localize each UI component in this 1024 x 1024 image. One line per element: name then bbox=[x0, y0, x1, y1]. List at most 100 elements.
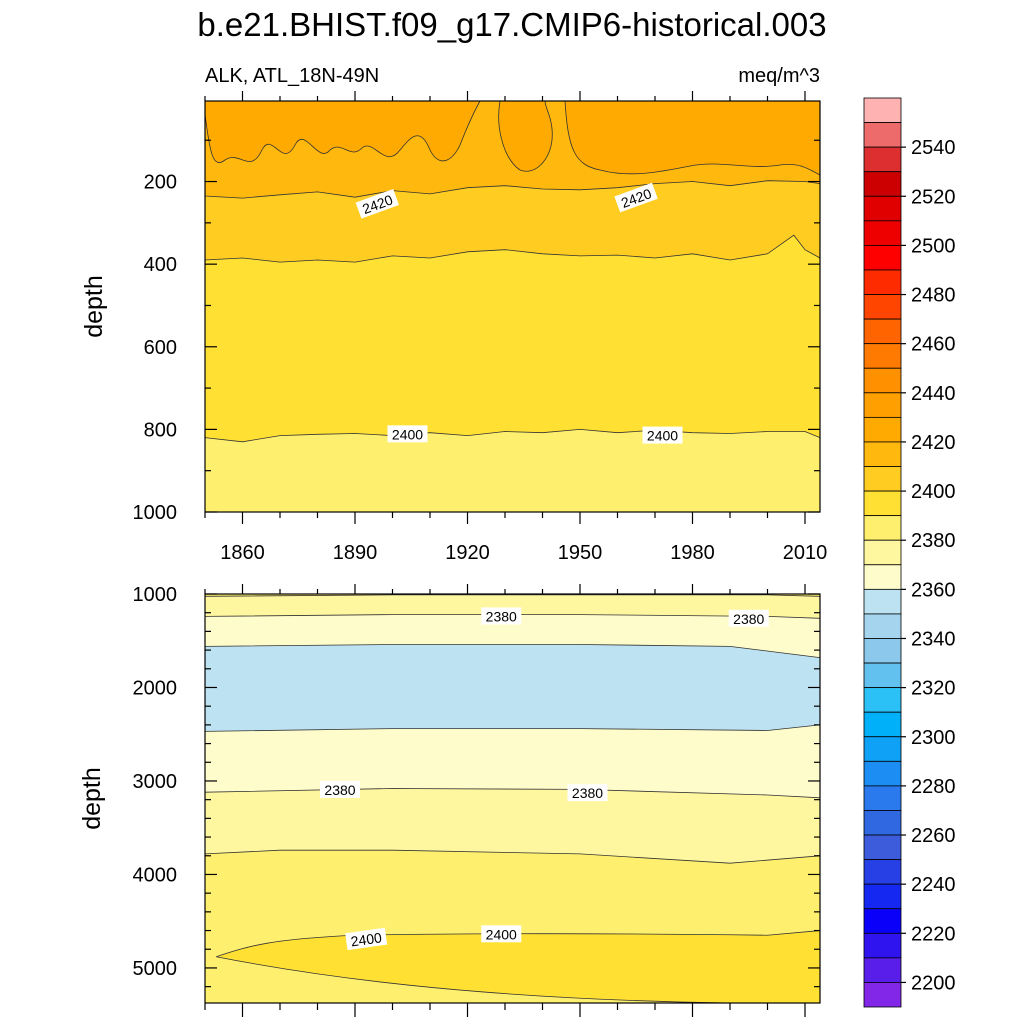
x-tick-label: 1890 bbox=[333, 542, 378, 564]
contour-label: 2380 bbox=[728, 609, 769, 627]
colorbar-swatch bbox=[863, 416, 902, 443]
band-2430-patch-right bbox=[565, 101, 820, 175]
contour-label-text: 2400 bbox=[486, 926, 517, 942]
colorbar-swatch bbox=[863, 171, 902, 197]
contour-2400 bbox=[216, 956, 731, 1004]
colorbar-swatch bbox=[863, 195, 902, 222]
colorbar-swatch bbox=[863, 736, 902, 762]
colorbar-swatch bbox=[863, 122, 902, 148]
contour-label: 2400 bbox=[345, 927, 388, 951]
band-2360-2370 bbox=[205, 644, 820, 732]
contour-label-bg bbox=[320, 780, 360, 798]
colorbar-label: 2360 bbox=[911, 579, 956, 601]
colorbar-swatch bbox=[863, 318, 902, 345]
y-tick-label: 3000 bbox=[133, 771, 178, 793]
contour-label-bg bbox=[614, 182, 658, 213]
contour-label: 2400 bbox=[387, 425, 428, 443]
colorbar-swatch bbox=[863, 220, 902, 246]
colorbar-label: 2380 bbox=[911, 530, 956, 552]
colorbar-label: 2300 bbox=[911, 727, 956, 749]
band-2400-2410 bbox=[216, 930, 820, 1003]
contour-label-bg bbox=[642, 426, 683, 444]
y-tick-label: 2000 bbox=[133, 677, 178, 699]
contour-label-text: 2400 bbox=[350, 929, 383, 949]
band-2430-patch-mid bbox=[498, 101, 553, 172]
colorbar-label: 2440 bbox=[911, 383, 956, 405]
x-tick-label: 1950 bbox=[558, 542, 603, 564]
colorbar-swatch bbox=[863, 515, 902, 541]
contour-label-bg bbox=[481, 607, 522, 625]
colorbar-swatch bbox=[863, 760, 902, 787]
band-2430-patch-left bbox=[205, 101, 480, 163]
contour-label: 2380 bbox=[567, 784, 608, 802]
contour-2370 bbox=[204, 724, 821, 732]
colorbar-swatch bbox=[863, 539, 902, 566]
colorbar-swatch bbox=[863, 146, 902, 173]
contour-label-bg bbox=[355, 188, 400, 219]
contour-label-bg bbox=[567, 784, 608, 802]
colorbar-swatch bbox=[863, 564, 902, 590]
colorbar-swatch bbox=[863, 834, 902, 860]
y-tick-label: 4000 bbox=[133, 864, 178, 886]
colorbar-label: 2200 bbox=[911, 972, 956, 994]
colorbar-swatch bbox=[863, 490, 902, 517]
contour-2390 bbox=[204, 594, 821, 597]
contour-line bbox=[498, 100, 553, 172]
y-tick-label: 800 bbox=[144, 419, 177, 441]
y-tick-label: 5000 bbox=[133, 958, 178, 980]
x-tick-label: 1980 bbox=[670, 542, 715, 564]
band-2380-2390-upper bbox=[205, 594, 820, 619]
colorbar-swatch bbox=[863, 97, 902, 123]
figure-title: b.e21.BHIST.f09_g17.CMIP6-historical.003 bbox=[197, 6, 826, 43]
contour-label-text: 2380 bbox=[572, 785, 603, 801]
colorbar-swatch bbox=[863, 441, 902, 467]
colorbar-label: 2400 bbox=[911, 481, 956, 503]
colorbar-swatch bbox=[863, 687, 902, 713]
contour-2370 bbox=[204, 644, 821, 658]
contour-label-text: 2380 bbox=[324, 782, 355, 798]
contour-2390 bbox=[204, 849, 821, 864]
colorbar-swatch bbox=[863, 466, 902, 492]
colorbar-label: 2420 bbox=[911, 432, 956, 454]
colorbar-label: 2460 bbox=[911, 334, 956, 356]
colorbar-label: 2280 bbox=[911, 776, 956, 798]
colorbar-swatch bbox=[863, 343, 902, 369]
contour-line bbox=[204, 100, 481, 163]
colorbar-swatch bbox=[863, 245, 902, 271]
colorbar-swatch bbox=[863, 367, 902, 394]
colorbar-swatch bbox=[863, 392, 902, 418]
contour-label: 2400 bbox=[642, 426, 683, 444]
y-tick-label: 1000 bbox=[133, 584, 178, 606]
contour-2400 bbox=[204, 428, 821, 443]
y-axis-label: depth bbox=[78, 767, 106, 830]
contour-label-text: 2380 bbox=[733, 611, 764, 627]
contour-2380 bbox=[204, 614, 821, 619]
contour-label-bg bbox=[728, 609, 769, 627]
contour-line bbox=[564, 100, 821, 176]
colorbar-swatch bbox=[863, 662, 902, 689]
x-tick-label: 2010 bbox=[783, 542, 828, 564]
x-tick-label: 1920 bbox=[445, 542, 490, 564]
contour-2420 bbox=[204, 180, 821, 199]
lower-panel: 2380 2380 2380 2380 2400 2400 1000 2000 3000 4000… bbox=[78, 584, 821, 1017]
colorbar-swatch bbox=[863, 588, 902, 615]
variable-label: ALK, ATL_18N-49N bbox=[205, 65, 379, 87]
y-axis-label: depth bbox=[80, 275, 108, 338]
colorbar-swatch bbox=[863, 810, 902, 836]
colorbar-swatch bbox=[863, 908, 902, 934]
contour-label-bg bbox=[387, 425, 428, 443]
units-label: meq/m^3 bbox=[738, 65, 820, 87]
colorbar-label: 2220 bbox=[911, 923, 956, 945]
colorbar-swatch bbox=[863, 638, 902, 664]
colorbar-label: 2340 bbox=[911, 628, 956, 650]
colorbar-label: 2240 bbox=[911, 874, 956, 896]
x-tick-label: 1860 bbox=[220, 542, 265, 564]
contour-label-text: 2400 bbox=[392, 426, 423, 442]
contour-label-text: 2380 bbox=[486, 608, 517, 624]
contour-label: 2400 bbox=[481, 925, 522, 943]
colorbar-swatch bbox=[863, 294, 902, 320]
colorbar-label: 2260 bbox=[911, 825, 956, 847]
colorbar-swatch bbox=[863, 932, 902, 959]
contour-2400 bbox=[216, 930, 821, 958]
